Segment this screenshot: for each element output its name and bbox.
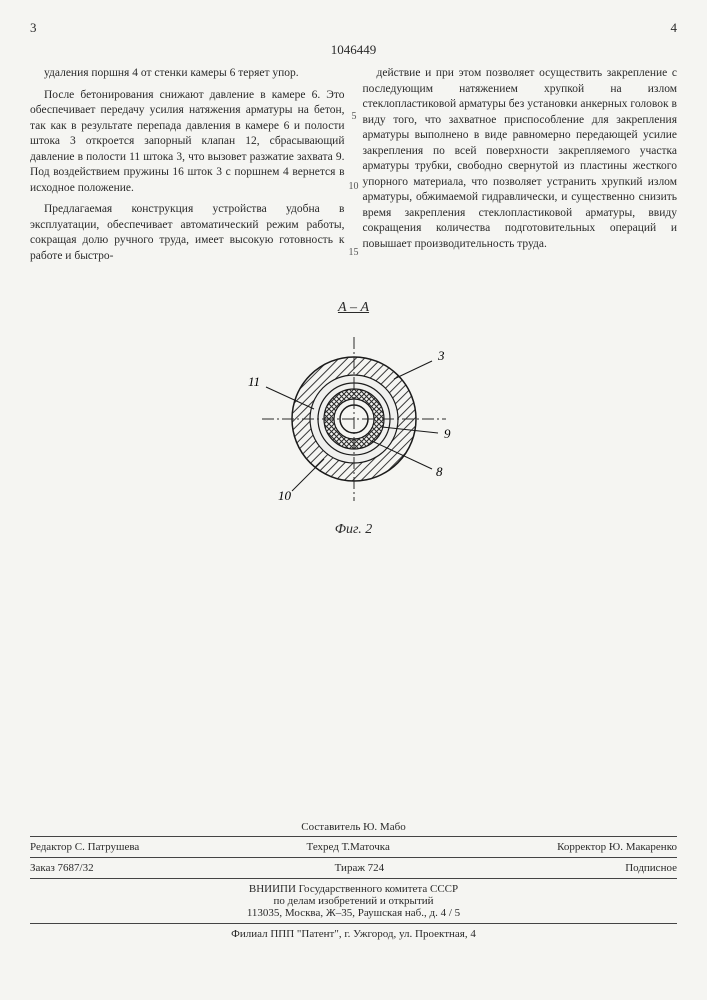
footer-order: Заказ 7687/32 — [30, 862, 94, 874]
footer-podpisnoe: Подписное — [625, 862, 677, 874]
page-num-right: 4 — [671, 20, 678, 36]
footer-branch: Филиал ППП "Патент", г. Ужгород, ул. Про… — [30, 924, 677, 940]
page: 3 4 1046449 удаления поршня 4 от стенки … — [0, 0, 707, 1000]
leader-3 — [394, 361, 432, 379]
figure-caption: Фиг. 2 — [30, 522, 677, 538]
callout-3: 3 — [437, 348, 445, 363]
footer-techred: Техред Т.Маточка — [307, 841, 390, 853]
doc-number: 1046449 — [30, 42, 677, 58]
page-header: 3 4 — [30, 20, 677, 36]
line-num-10: 10 — [349, 180, 359, 194]
footer-tirazh: Тираж 724 — [335, 862, 385, 874]
text-columns: удаления поршня 4 от стенки камеры 6 тер… — [30, 66, 677, 270]
footer-org2: по делам изобретений и открытий — [30, 895, 677, 907]
line-num-5: 5 — [352, 110, 357, 124]
footer: Составитель Ю. Мабо Редактор С. Патрушев… — [30, 821, 677, 940]
page-num-left: 3 — [30, 20, 37, 36]
line-num-15: 15 — [349, 246, 359, 260]
callout-10: 10 — [278, 488, 292, 503]
callout-9: 9 — [444, 426, 451, 441]
left-para-2: После бетонирования снижают давление в к… — [30, 88, 345, 197]
figure-area: А – А — [30, 300, 677, 538]
footer-compiler: Составитель Ю. Мабо — [30, 821, 677, 836]
figure-2-svg: 3 9 8 10 11 — [224, 324, 484, 514]
left-para-1: удаления поршня 4 от стенки камеры 6 тер… — [30, 66, 345, 82]
left-para-3: Предлагаемая конструкция устройства удоб… — [30, 202, 345, 264]
left-column: удаления поршня 4 от стенки камеры 6 тер… — [30, 66, 345, 270]
leader-10 — [292, 459, 324, 491]
callout-11: 11 — [248, 374, 260, 389]
right-column: действие и при этом позволяет осуществит… — [363, 66, 678, 270]
footer-addr1: 113035, Москва, Ж–35, Раушская наб., д. … — [30, 907, 677, 919]
section-label: А – А — [30, 300, 677, 316]
footer-editor: Редактор С. Патрушева — [30, 841, 139, 853]
footer-row-credits: Редактор С. Патрушева Техред Т.Маточка К… — [30, 836, 677, 858]
footer-org: ВНИИПИ Государственного комитета СССР по… — [30, 879, 677, 924]
callout-8: 8 — [436, 464, 443, 479]
footer-org1: ВНИИПИ Государственного комитета СССР — [30, 883, 677, 895]
right-para-1: действие и при этом позволяет осуществит… — [363, 66, 678, 252]
footer-row-order: Заказ 7687/32 Тираж 724 Подписное — [30, 858, 677, 879]
footer-corrector: Корректор Ю. Макаренко — [557, 841, 677, 853]
